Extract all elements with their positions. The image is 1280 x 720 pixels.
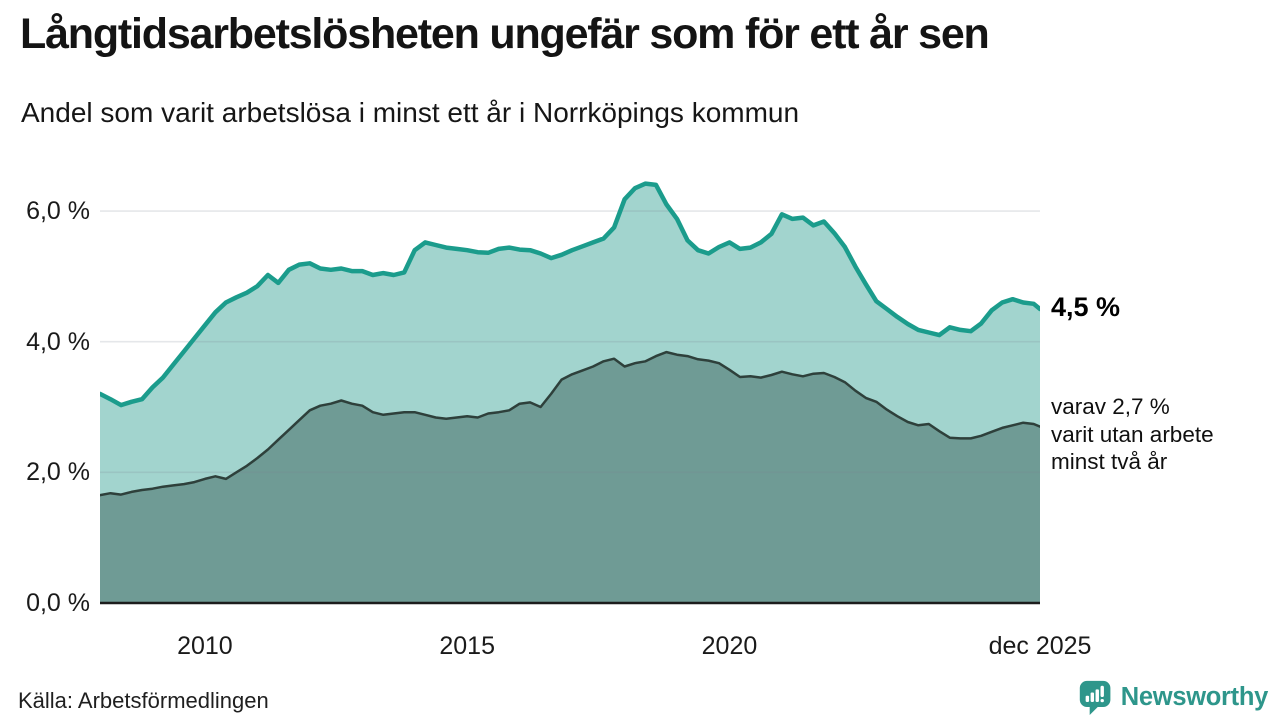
area-fill xyxy=(100,352,1040,603)
newsworthy-logo: Newsworthy xyxy=(1078,679,1268,716)
x-axis-tick-label: dec 2025 xyxy=(988,632,1092,660)
source-note: Källa: Arbetsförmedlingen xyxy=(18,688,269,713)
y-axis-tick-label: 6,0 % xyxy=(26,197,90,226)
series-line xyxy=(100,350,1040,497)
y-axis-tick-label: 0,0 % xyxy=(26,589,90,617)
x-axis-tick-label: 2020 xyxy=(701,632,758,660)
subseries-annotation: varav 2,7 % varit utan arbete minst två … xyxy=(1051,393,1214,476)
x-axis-tick-label: 2010 xyxy=(177,632,233,660)
newsworthy-wordmark: Newsworthy xyxy=(1120,683,1269,711)
y-axis-tick-label: 4,0 % xyxy=(26,327,90,356)
newsworthy-logo-icon xyxy=(1079,680,1111,716)
chart-title: Långtidsarbetslösheten ungefär som för e… xyxy=(20,10,990,58)
total-series-end-label: 4,5 % xyxy=(1051,292,1121,322)
y-axis-tick-label: 2,0 % xyxy=(26,458,90,487)
series-line xyxy=(100,181,1040,408)
subseries-annotation-line1: varav 2,7 % xyxy=(1051,394,1170,419)
x-axis-tick-label: 2015 xyxy=(439,632,495,660)
subseries-annotation-line3: minst två år xyxy=(1051,449,1168,474)
subseries-annotation-line2: varit utan arbete xyxy=(1051,421,1214,447)
chart-subtitle: Andel som varit arbetslösa i minst ett å… xyxy=(21,97,800,128)
stacked-area-chart xyxy=(100,181,1040,605)
